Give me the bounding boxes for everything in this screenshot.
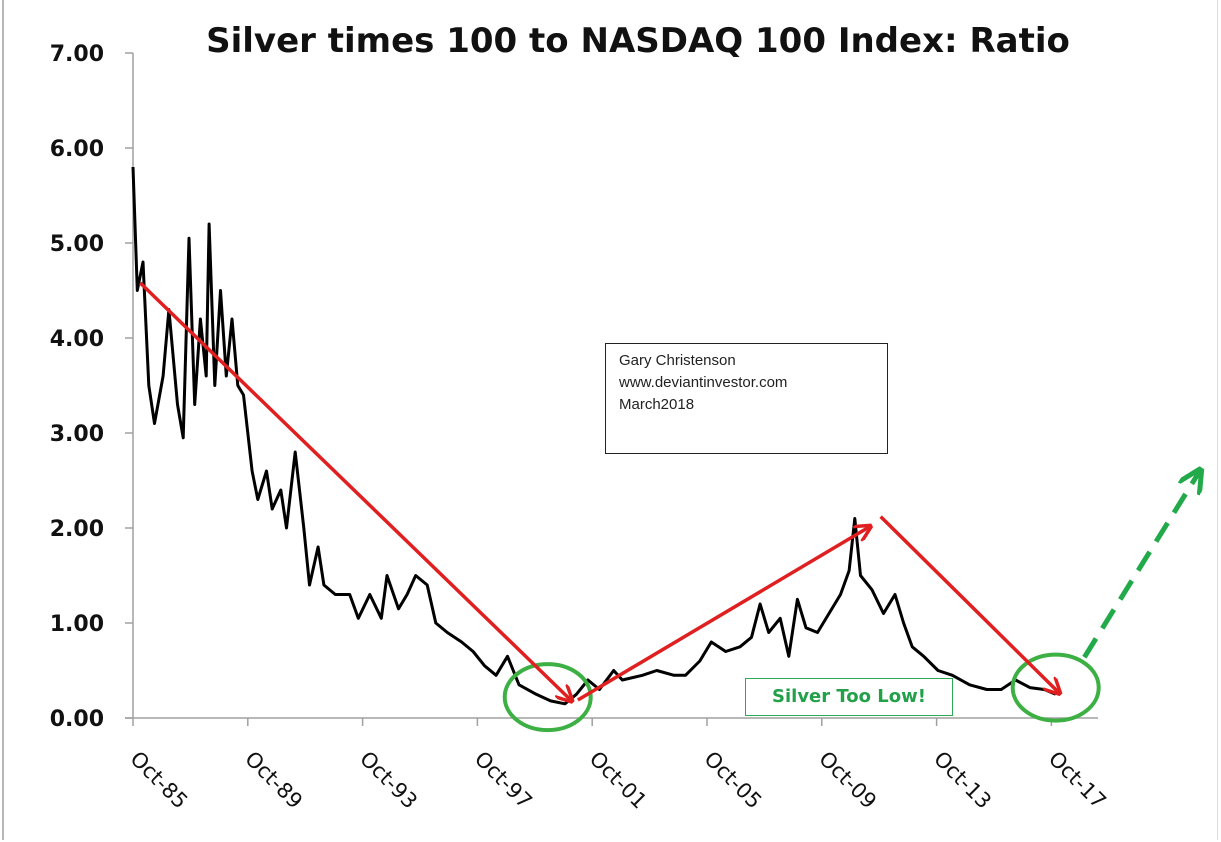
- x-tick-label: Oct-05: [699, 747, 766, 814]
- y-tick-label: 5.00: [50, 232, 104, 257]
- series-layer: [131, 166, 1057, 706]
- note-author: Gary Christenson: [619, 352, 736, 369]
- x-tick-label: Oct-01: [585, 747, 652, 814]
- note-date: March2018: [619, 396, 695, 413]
- trend-arrow: [879, 515, 1059, 693]
- y-tick-label: 2.00: [50, 517, 104, 542]
- x-tick-label: Oct-09: [814, 747, 881, 814]
- highlight-circle: [1010, 652, 1101, 723]
- x-tick-label: Oct-85: [125, 747, 192, 814]
- y-tick-label: 3.00: [50, 422, 104, 447]
- highlight-circle: [502, 662, 593, 733]
- x-tick-label: Oct-89: [240, 747, 307, 814]
- annotation-layer: [138, 281, 1199, 733]
- x-tick-label: Oct-13: [929, 747, 996, 814]
- y-tick-label: 1.00: [50, 612, 104, 637]
- silver-too-low-callout: Silver Too Low!: [745, 678, 953, 716]
- x-tick-label: Oct-17: [1044, 747, 1111, 814]
- y-tick-label: 0.00: [50, 707, 104, 732]
- author-note-box: Gary Christenson www.deviantinvestor.com…: [605, 343, 888, 454]
- y-tick-label: 6.00: [50, 137, 104, 162]
- y-tick-label: 4.00: [50, 327, 104, 352]
- trend-arrow: [138, 281, 571, 700]
- trend-arrow: [576, 527, 869, 702]
- y-tick-label: 7.00: [50, 42, 104, 67]
- ratio-line: [131, 166, 1057, 706]
- projected-trend-arrow: [1082, 472, 1199, 659]
- chart-title: Silver times 100 to NASDAQ 100 Index: Ra…: [206, 21, 1070, 61]
- x-tick-label: Oct-97: [470, 747, 537, 814]
- note-website: www.deviantinvestor.com: [619, 374, 788, 391]
- x-tick-label: Oct-93: [355, 747, 422, 814]
